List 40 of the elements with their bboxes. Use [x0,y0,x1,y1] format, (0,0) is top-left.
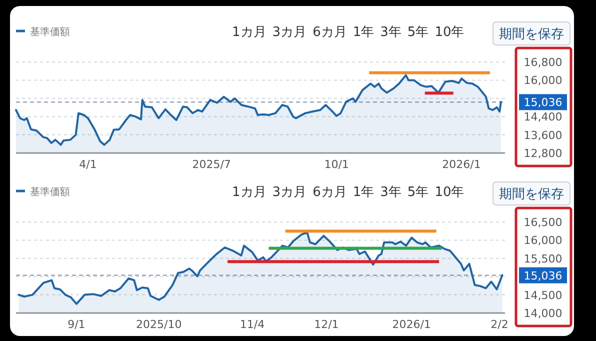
legend-label: 基準価額 [30,26,70,38]
x-tick-label: 2/2 [490,318,508,331]
y-tick-label: 16,000 [524,234,562,248]
text: 3年 [380,185,402,200]
text: 3カ月 [272,25,307,40]
x-tick-label: 11/4 [240,318,265,331]
y-tick-label: 14,500 [524,288,562,302]
x-tick-label: 10/1 [324,158,349,171]
text: 1カ月 [232,25,266,40]
x-tick-label: 2025/7 [192,158,231,171]
text: 期間を保存 [499,187,564,202]
text: 5年 [407,25,429,40]
text: 10年 [434,25,464,40]
text: 1年 [352,25,374,40]
x-tick-label: 2026/1 [442,158,481,171]
text: 6カ月 [312,185,347,200]
text: 5年 [407,185,429,200]
ref-line-label: 15,036 [524,96,562,110]
y-tick-label: 14,000 [524,307,562,320]
x-tick-label: 9/1 [68,318,86,331]
y-tick-label: 15,500 [524,252,562,266]
x-tick-label: 12/1 [314,318,339,331]
x-tick-label: 2026/1 [392,318,431,331]
y-tick-label: 13,600 [524,128,562,142]
x-tick-label: 2025/10 [136,318,182,331]
legend-label: 基準価額 [30,186,70,198]
text: 1カ月 [232,185,266,200]
y-tick-label: 12,800 [524,147,562,160]
text: 1年 [352,185,374,200]
y-tick-label: 16,500 [524,216,562,229]
text: 3年 [380,25,402,40]
y-tick-label: 14,400 [524,110,562,124]
x-tick-label: 4/1 [79,158,97,171]
text: 10年 [434,185,464,200]
ref-line-label: 15,036 [524,269,562,282]
y-tick-label: 16,000 [524,74,562,88]
text: 3カ月 [272,185,307,200]
text: 6カ月 [312,25,347,40]
text: 期間を保存 [499,27,564,42]
y-tick-label: 16,800 [524,56,562,69]
